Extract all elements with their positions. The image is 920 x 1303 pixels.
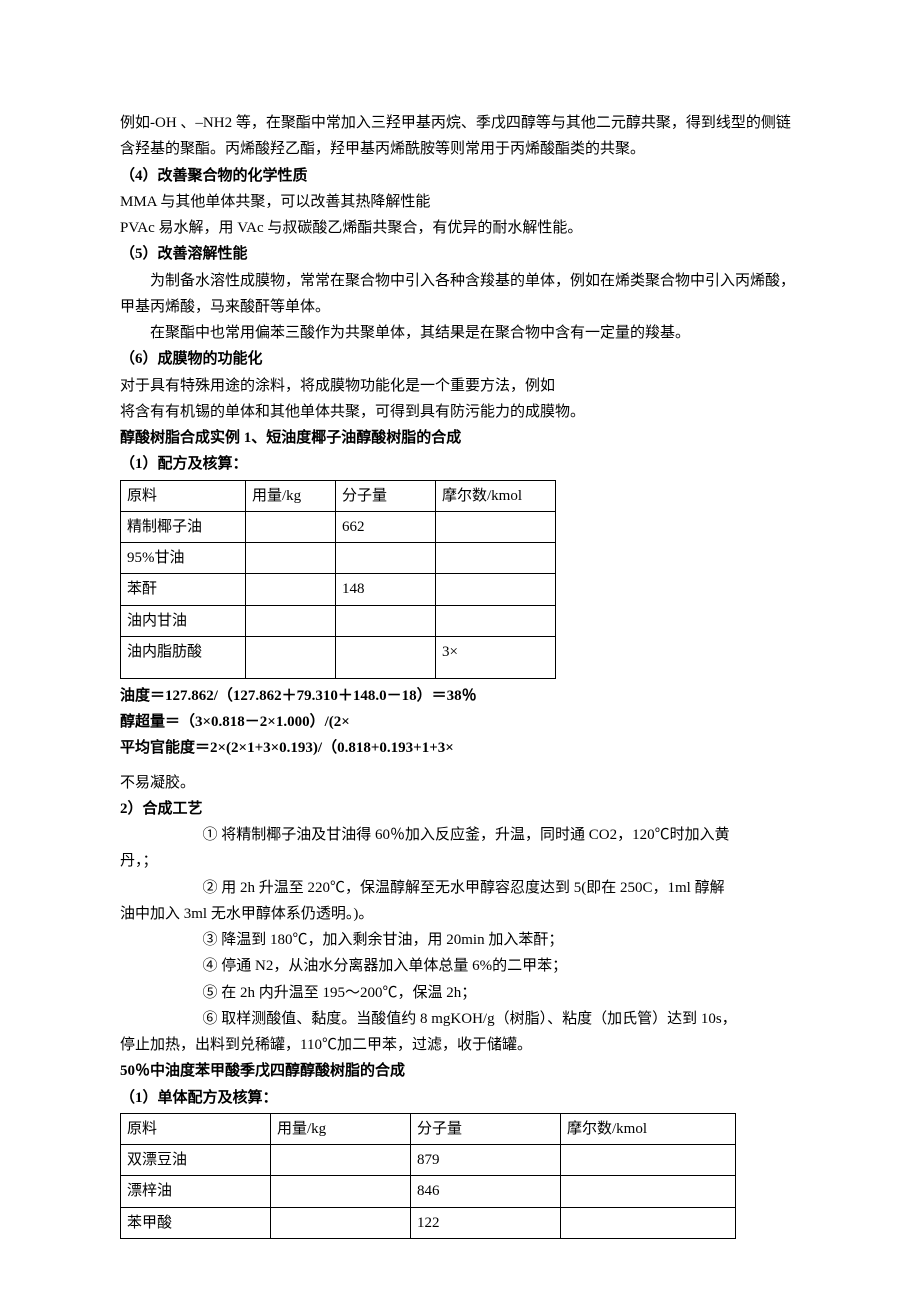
section-5-header: （5）改善溶解性能	[120, 241, 800, 267]
step-3: ③ 降温到 180℃，加入剩余甘油，用 20min 加入苯酐；	[120, 927, 800, 953]
table-1-header-row: 原料 用量/kg 分子量 摩尔数/kmol	[121, 480, 556, 511]
section-5-p2: 在聚酯中也常用偏苯三酸作为共聚单体，其结果是在聚合物中含有一定量的羧基。	[120, 320, 800, 346]
process-header: 2）合成工艺	[120, 796, 800, 822]
table-row: 精制椰子油 662	[121, 511, 556, 542]
table-cell	[336, 636, 436, 678]
table-cell	[246, 543, 336, 574]
table-cell: 漂梓油	[121, 1176, 271, 1207]
table-cell	[436, 511, 556, 542]
table-cell: 879	[411, 1145, 561, 1176]
table-cell	[271, 1207, 411, 1238]
section-6-p2: 将含有有机锡的单体和其他单体共聚，可得到具有防污能力的成膜物。	[120, 399, 800, 425]
table-cell: 分子量	[336, 480, 436, 511]
example-2-title: 50％中油度苯甲酸季戊四醇醇酸树脂的合成	[120, 1058, 800, 1084]
table-cell: 摩尔数/kmol	[561, 1113, 736, 1144]
section-6-header: （6）成膜物的功能化	[120, 346, 800, 372]
table-cell: 油内甘油	[121, 605, 246, 636]
step-2: ② 用 2h 升温至 220℃，保温醇解至无水甲醇容忍度达到 5(即在 250C…	[120, 875, 800, 901]
step-2-cont: 油中加入 3ml 无水甲醇体系仍透明。)。	[120, 901, 800, 927]
table-cell: 3×	[436, 636, 556, 678]
calc-1: 油度＝127.862/（127.862＋79.310＋148.0－18）＝38％	[120, 683, 800, 709]
table-cell	[561, 1176, 736, 1207]
section-5-p1: 为制备水溶性成膜物，常常在聚合物中引入各种含羧基的单体，例如在烯类聚合物中引入丙…	[120, 268, 800, 321]
intro-paragraph: 例如-OH 、–NH2 等，在聚酯中常加入三羟甲基丙烷、季戊四醇等与其他二元醇共…	[120, 110, 800, 163]
table-cell: 原料	[121, 480, 246, 511]
table-cell: 122	[411, 1207, 561, 1238]
table-row: 油内脂肪酸 3×	[121, 636, 556, 678]
step-1: ① 将精制椰子油及甘油得 60％加入反应釜，升温，同时通 CO2，120℃时加入…	[120, 822, 800, 848]
table-cell: 148	[336, 574, 436, 605]
table-2: 原料 用量/kg 分子量 摩尔数/kmol 双漂豆油 879 漂梓油 846 苯…	[120, 1113, 736, 1239]
section-4-p1: MMA 与其他单体共聚，可以改善其热降解性能	[120, 189, 800, 215]
section-6-p1: 对于具有特殊用途的涂料，将成膜物功能化是一个重要方法，例如	[120, 373, 800, 399]
table-cell	[436, 605, 556, 636]
calc-2: 醇超量＝（3×0.818－2×1.000）/(2×	[120, 709, 800, 735]
table-cell: 662	[336, 511, 436, 542]
table-cell	[246, 605, 336, 636]
table-cell	[271, 1176, 411, 1207]
table-row: 95%甘油	[121, 543, 556, 574]
gel-note: 不易凝胶。	[120, 770, 800, 796]
calc-3: 平均官能度＝2×(2×1+3×0.193)/（0.818+0.193+1+3×	[120, 735, 800, 761]
step-5: ⑤ 在 2h 内升温至 195～200℃，保温 2h；	[120, 980, 800, 1006]
table-cell: 精制椰子油	[121, 511, 246, 542]
table-row: 漂梓油 846	[121, 1176, 736, 1207]
table-cell	[246, 511, 336, 542]
step-6-cont: 停止加热，出料到兑稀罐，110℃加二甲苯，过滤，收于储罐。	[120, 1032, 800, 1058]
table-cell: 分子量	[411, 1113, 561, 1144]
table-cell	[246, 574, 336, 605]
step-1-cont: 丹，；	[120, 848, 800, 874]
example-1-title: 醇酸树脂合成实例 1、短油度椰子油醇酸树脂的合成	[120, 425, 800, 451]
example-1-formula-header: （1）配方及核算：	[120, 451, 800, 477]
table-cell	[561, 1145, 736, 1176]
table-cell: 双漂豆油	[121, 1145, 271, 1176]
table-row: 油内甘油	[121, 605, 556, 636]
table-cell: 苯酐	[121, 574, 246, 605]
step-6: ⑥ 取样测酸值、黏度。当酸值约 8 mgKOH/g（树脂）、粘度（加氏管）达到 …	[120, 1006, 800, 1032]
table-cell	[336, 543, 436, 574]
table-cell: 用量/kg	[271, 1113, 411, 1144]
table-cell	[336, 605, 436, 636]
table-1: 原料 用量/kg 分子量 摩尔数/kmol 精制椰子油 662 95%甘油 苯酐…	[120, 480, 556, 679]
table-cell: 用量/kg	[246, 480, 336, 511]
table-cell: 原料	[121, 1113, 271, 1144]
section-4-p2: PVAc 易水解，用 VAc 与叔碳酸乙烯酯共聚合，有优异的耐水解性能。	[120, 215, 800, 241]
table-cell: 油内脂肪酸	[121, 636, 246, 678]
table-row: 双漂豆油 879	[121, 1145, 736, 1176]
example-2-formula-header: （1）单体配方及核算：	[120, 1085, 800, 1111]
section-4-header: （4）改善聚合物的化学性质	[120, 163, 800, 189]
table-2-header-row: 原料 用量/kg 分子量 摩尔数/kmol	[121, 1113, 736, 1144]
step-4: ④ 停通 N2，从油水分离器加入单体总量 6%的二甲苯；	[120, 953, 800, 979]
table-cell	[246, 636, 336, 678]
table-cell	[436, 574, 556, 605]
table-row: 苯甲酸 122	[121, 1207, 736, 1238]
table-row: 苯酐 148	[121, 574, 556, 605]
table-cell: 摩尔数/kmol	[436, 480, 556, 511]
table-cell: 846	[411, 1176, 561, 1207]
table-cell	[561, 1207, 736, 1238]
table-cell	[436, 543, 556, 574]
table-cell: 苯甲酸	[121, 1207, 271, 1238]
table-cell	[271, 1145, 411, 1176]
table-cell: 95%甘油	[121, 543, 246, 574]
